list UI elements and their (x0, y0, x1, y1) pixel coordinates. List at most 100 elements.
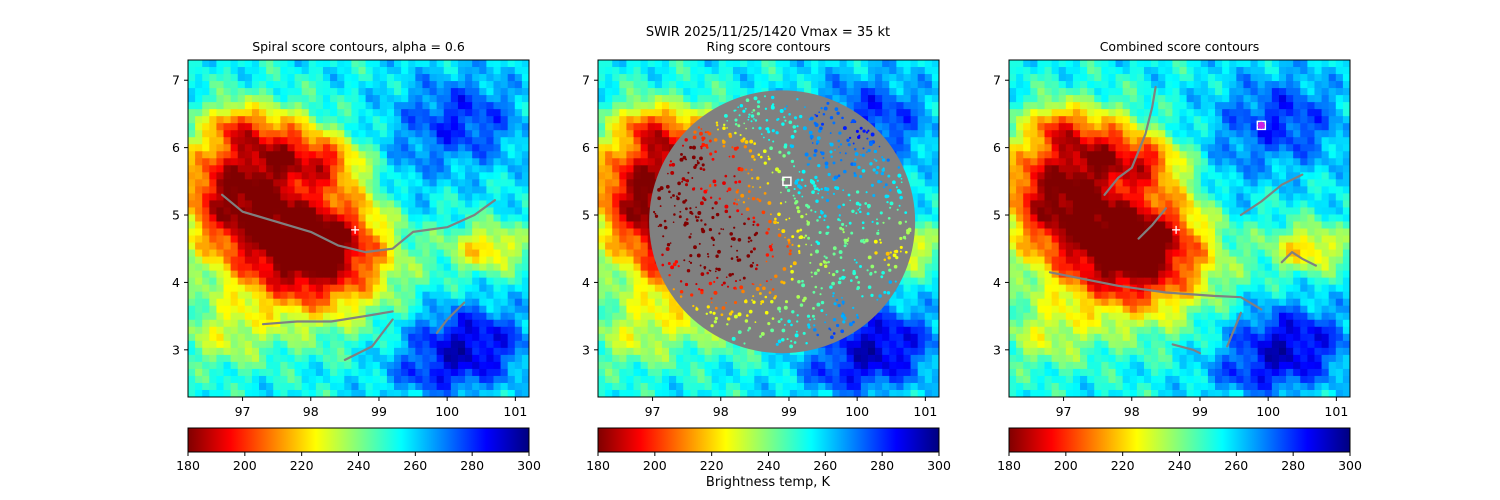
heatmap-cell (782, 375, 791, 384)
heatmap-cell (605, 137, 613, 145)
heatmap-cell (244, 270, 253, 279)
heatmap-cell (287, 277, 296, 286)
heatmap-cell (612, 214, 620, 223)
heatmap-cell (640, 207, 649, 216)
heatmap-cell (514, 130, 523, 138)
heatmap-cell (661, 130, 670, 138)
ring-speckle (788, 252, 792, 256)
heatmap-cell (479, 228, 487, 237)
heatmap-cell (931, 375, 939, 384)
heatmap-cell (209, 116, 218, 124)
heatmap-cell (379, 361, 388, 370)
heatmap-cell (322, 172, 331, 180)
heatmap-cell (450, 312, 459, 321)
heatmap-cell (337, 263, 345, 272)
heatmap-cell (640, 389, 649, 397)
heatmap-cell (612, 242, 620, 251)
heatmap-cell (507, 249, 516, 258)
heatmap-cell (917, 361, 926, 370)
heatmap-cell (654, 333, 663, 342)
heatmap-cell (223, 74, 232, 82)
heatmap-cell (457, 256, 466, 265)
heatmap-cell (626, 60, 635, 68)
heatmap-cell (507, 354, 516, 363)
heatmap-cell (896, 81, 905, 89)
heatmap-cell (273, 130, 281, 138)
heatmap-cell (379, 81, 388, 89)
heatmap-cell (669, 354, 677, 363)
heatmap-cell (903, 151, 912, 159)
heatmap-cell (479, 186, 487, 194)
contour-line (221, 193, 496, 254)
heatmap-cell (266, 179, 274, 187)
heatmap-cell (782, 382, 791, 391)
heatmap-cell (386, 361, 395, 370)
heatmap-cell (514, 179, 523, 187)
heatmap-cell (386, 284, 395, 293)
heatmap-cell (251, 242, 260, 251)
heatmap-cell (640, 144, 649, 152)
heatmap-cell (315, 305, 324, 314)
heatmap-cell (647, 102, 656, 110)
heatmap-cell (931, 249, 939, 258)
ring-speckle (747, 240, 750, 243)
heatmap-cell (917, 270, 926, 279)
heatmap-cell (216, 361, 225, 370)
heatmap-cell (443, 305, 452, 314)
heatmap-cell (633, 165, 642, 173)
heatmap-cell (365, 228, 374, 237)
heatmap-cell (415, 123, 424, 131)
heatmap-cell (818, 389, 826, 397)
heatmap-cell (394, 312, 402, 321)
heatmap-cell (647, 256, 656, 265)
ring-speckle (777, 339, 782, 344)
heatmap-cell (443, 165, 452, 173)
heatmap-cell (910, 347, 919, 356)
heatmap-cell (725, 95, 734, 103)
heatmap-cell (237, 221, 246, 230)
heatmap-cell (294, 144, 303, 152)
heatmap-cell (889, 312, 897, 321)
heatmap-cell (287, 361, 296, 370)
heatmap-cell (514, 88, 523, 96)
heatmap-cell (465, 270, 473, 279)
heatmap-cell (789, 67, 798, 75)
heatmap-cell (457, 193, 466, 202)
heatmap-cell (209, 326, 218, 335)
heatmap-cell (924, 67, 933, 75)
heatmap-cell (415, 340, 424, 349)
heatmap-cell (294, 340, 303, 349)
x-tick-label: 98 (303, 404, 319, 419)
heatmap-cell (931, 109, 939, 117)
colorbar-1: 180 200 220 240 260 280 300 (176, 427, 541, 473)
heatmap-cell (322, 193, 331, 202)
heatmap-cell (209, 270, 218, 279)
heatmap-cell (344, 95, 352, 103)
heatmap-cell (768, 60, 777, 68)
heatmap-cell (493, 172, 502, 180)
heatmap-cell (372, 298, 381, 307)
contour-line (343, 318, 394, 361)
heatmap-cell (605, 95, 613, 103)
heatmap-cell (867, 116, 876, 124)
heatmap-cell (216, 298, 225, 307)
heatmap-cell (294, 81, 303, 89)
heatmap-cell (330, 235, 338, 244)
heatmap-cell (202, 235, 210, 244)
heatmap-cell (223, 312, 232, 321)
heatmap-cell (337, 165, 345, 173)
heatmap-cell (661, 95, 670, 103)
heatmap-cell (443, 193, 452, 202)
heatmap-cell (443, 249, 452, 258)
heatmap-cell (612, 144, 620, 152)
heatmap-cell (202, 221, 210, 230)
heatmap-cell (450, 123, 459, 131)
heatmap-cell (422, 368, 431, 377)
heatmap-cell (690, 102, 699, 110)
heatmap-cell (626, 137, 635, 145)
heatmap-cell (280, 382, 289, 391)
heatmap-cell (429, 214, 438, 223)
ring-speckle (783, 107, 787, 111)
heatmap-cell (619, 165, 628, 173)
heatmap-cell (882, 368, 890, 377)
